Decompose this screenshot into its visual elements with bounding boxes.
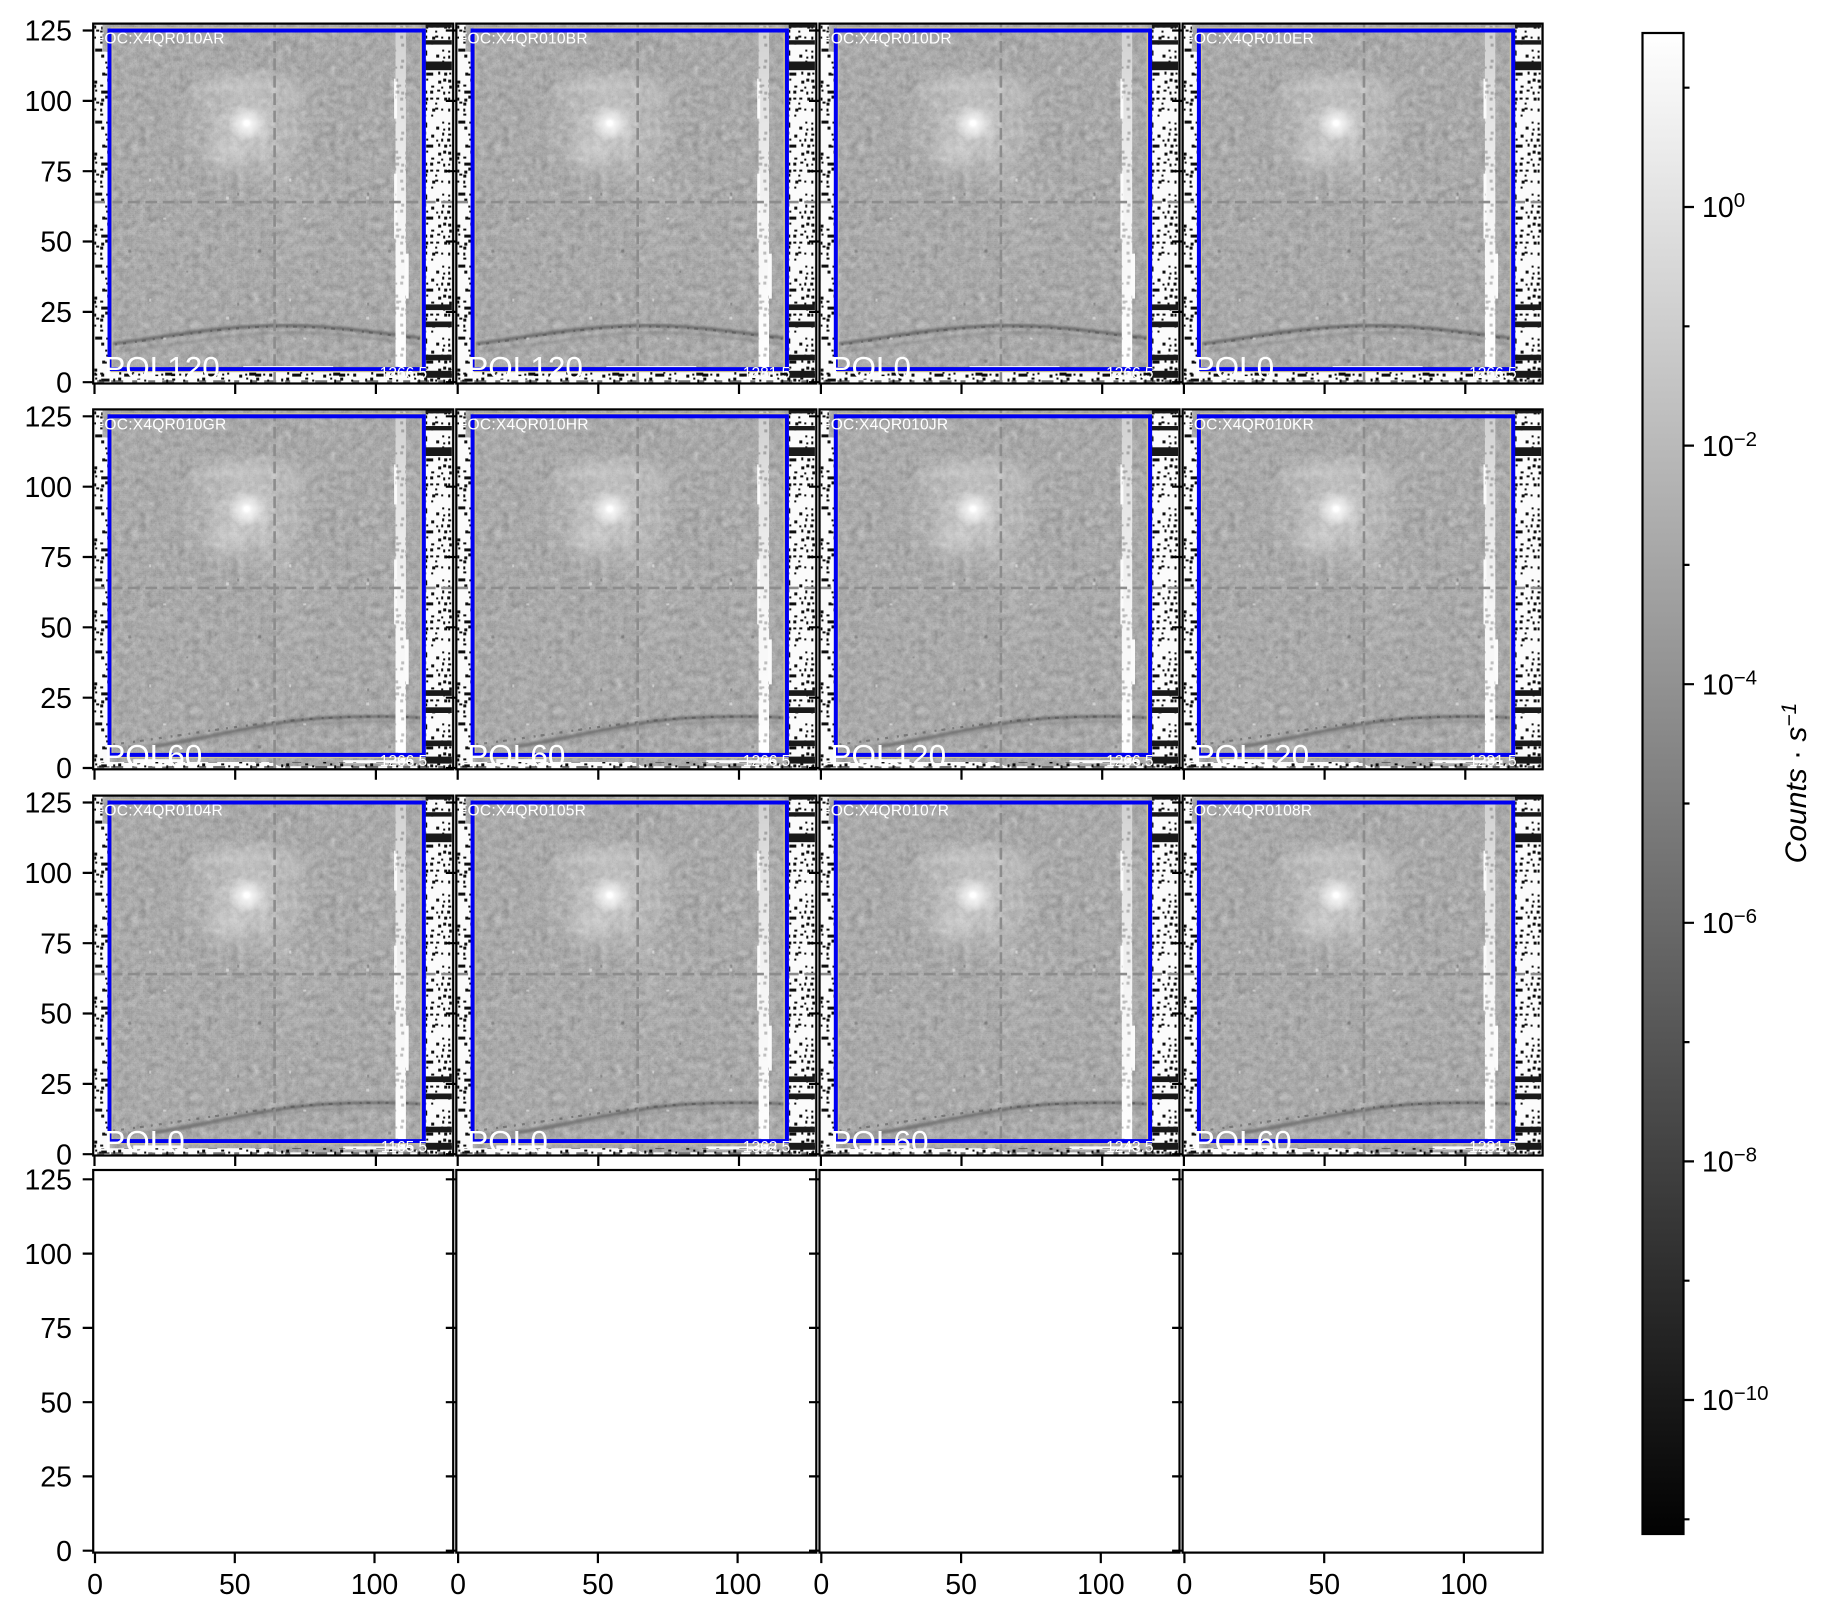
svg-text:100: 100 (351, 1569, 399, 1601)
svg-text:1266.5: 1266.5 (380, 753, 427, 770)
svg-text:POL120: POL120 (1194, 737, 1310, 773)
svg-text:25: 25 (40, 297, 72, 329)
svg-text:FOC:X4QR010DR: FOC:X4QR010DR (821, 31, 952, 48)
svg-text:75: 75 (40, 928, 72, 960)
svg-text:125: 125 (24, 16, 72, 48)
svg-text:POL0: POL0 (831, 349, 912, 385)
svg-text:1266.5: 1266.5 (743, 753, 790, 770)
svg-text:1243.5: 1243.5 (1106, 1139, 1153, 1156)
svg-text:FOC:X4QR010HR: FOC:X4QR010HR (458, 416, 589, 433)
svg-text:FOC:X4QR010ER: FOC:X4QR010ER (1184, 31, 1314, 48)
svg-text:0: 0 (87, 1569, 103, 1601)
svg-text:FOC:X4QR010BR: FOC:X4QR010BR (458, 31, 588, 48)
svg-text:100: 100 (1077, 1569, 1125, 1601)
svg-text:POL0: POL0 (467, 1124, 548, 1160)
svg-text:FOC:X4QR010AR: FOC:X4QR010AR (95, 31, 225, 48)
svg-text:50: 50 (945, 1569, 977, 1601)
svg-text:10−6: 10−6 (1702, 905, 1757, 940)
svg-text:1266.5: 1266.5 (380, 365, 427, 382)
svg-text:POL60: POL60 (467, 737, 565, 773)
svg-text:100: 100 (24, 858, 72, 890)
svg-text:0: 0 (813, 1569, 829, 1601)
svg-text:125: 125 (24, 788, 72, 820)
svg-text:1281.5: 1281.5 (1469, 753, 1516, 770)
svg-text:125: 125 (24, 1165, 72, 1197)
svg-text:1281.5: 1281.5 (1469, 1139, 1516, 1156)
svg-text:100: 100 (714, 1569, 762, 1601)
svg-text:50: 50 (40, 227, 72, 259)
svg-text:75: 75 (40, 542, 72, 574)
svg-text:50: 50 (40, 1387, 72, 1419)
svg-text:POL60: POL60 (104, 737, 202, 773)
svg-text:POL0: POL0 (1194, 349, 1275, 385)
svg-text:1362.5: 1362.5 (743, 1139, 790, 1156)
svg-text:FOC:X4QR0105R: FOC:X4QR0105R (458, 803, 586, 820)
svg-text:25: 25 (40, 1069, 72, 1101)
svg-text:125: 125 (24, 402, 72, 434)
svg-text:POL0: POL0 (104, 1124, 185, 1160)
svg-text:0: 0 (56, 753, 72, 785)
svg-text:1266.5: 1266.5 (1106, 753, 1153, 770)
svg-text:50: 50 (219, 1569, 251, 1601)
svg-text:75: 75 (40, 1313, 72, 1345)
svg-text:Counts · s−1: Counts · s−1 (1778, 703, 1813, 864)
svg-text:50: 50 (40, 999, 72, 1031)
svg-text:1165.5: 1165.5 (381, 1139, 427, 1156)
svg-text:100: 100 (24, 1239, 72, 1271)
svg-text:0: 0 (56, 1139, 72, 1171)
svg-text:POL60: POL60 (1194, 1124, 1292, 1160)
svg-text:FOC:X4QR0104R: FOC:X4QR0104R (95, 803, 223, 820)
svg-text:0: 0 (1176, 1569, 1192, 1601)
svg-text:0: 0 (56, 1536, 72, 1568)
svg-text:0: 0 (56, 367, 72, 399)
svg-text:0: 0 (450, 1569, 466, 1601)
svg-text:FOC:X4QR010JR: FOC:X4QR010JR (821, 416, 948, 433)
svg-text:50: 50 (40, 613, 72, 645)
svg-text:1266.5: 1266.5 (1106, 365, 1153, 382)
svg-text:FOC:X4QR0107R: FOC:X4QR0107R (821, 803, 949, 820)
svg-text:FOC:X4QR010KR: FOC:X4QR010KR (1184, 416, 1314, 433)
svg-text:POL120: POL120 (831, 737, 947, 773)
svg-text:25: 25 (40, 683, 72, 715)
svg-text:1266.5: 1266.5 (1469, 365, 1516, 382)
svg-text:POL60: POL60 (831, 1124, 929, 1160)
svg-text:75: 75 (40, 156, 72, 188)
svg-text:50: 50 (1308, 1569, 1340, 1601)
svg-text:100: 100 (24, 472, 72, 504)
svg-text:POL120: POL120 (467, 349, 583, 385)
svg-text:FOC:X4QR0108R: FOC:X4QR0108R (1184, 803, 1312, 820)
svg-text:100: 100 (1440, 1569, 1488, 1601)
svg-text:1281.5: 1281.5 (743, 365, 790, 382)
svg-text:FOC:X4QR010GR: FOC:X4QR010GR (95, 416, 227, 433)
svg-text:100: 100 (24, 86, 72, 118)
svg-text:25: 25 (40, 1462, 72, 1494)
svg-text:50: 50 (582, 1569, 614, 1601)
svg-text:POL120: POL120 (104, 349, 220, 385)
